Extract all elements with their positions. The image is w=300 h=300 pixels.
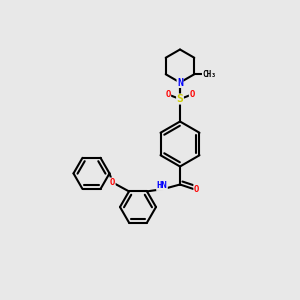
Text: O: O — [165, 90, 171, 99]
Text: O: O — [194, 184, 199, 194]
Text: CH₃: CH₃ — [202, 70, 216, 79]
Text: HN: HN — [157, 182, 167, 190]
Text: O: O — [110, 178, 115, 187]
Text: O: O — [189, 90, 195, 99]
Text: N: N — [177, 77, 183, 88]
Text: S: S — [177, 94, 183, 104]
